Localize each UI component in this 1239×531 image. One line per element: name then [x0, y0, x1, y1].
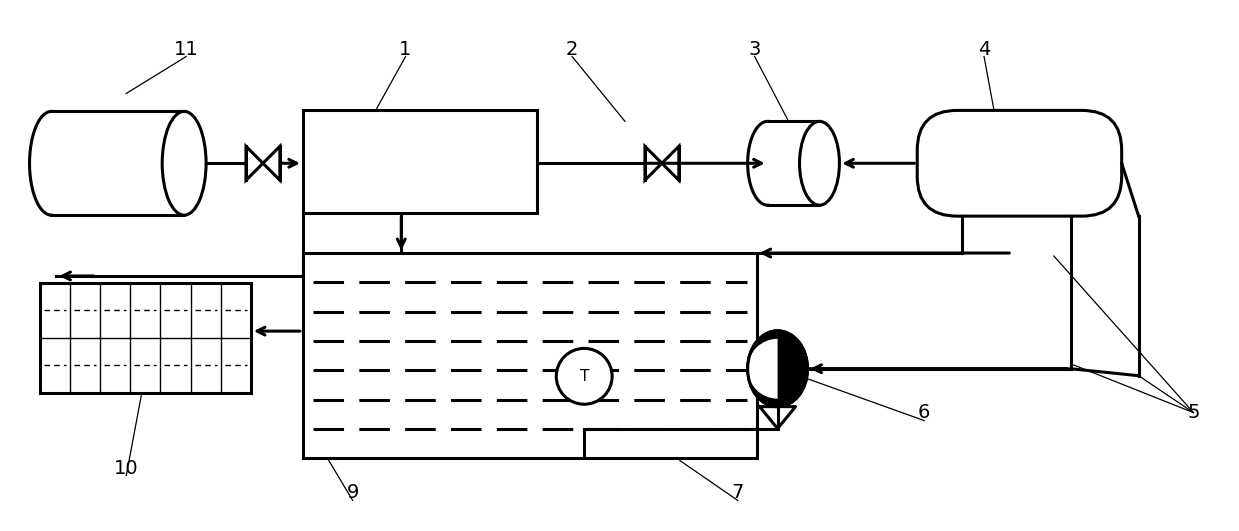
Text: 6: 6: [918, 403, 930, 422]
Bar: [302, 110, 538, 213]
Text: T: T: [580, 369, 589, 384]
Circle shape: [556, 348, 612, 404]
Text: 9: 9: [347, 483, 359, 502]
Text: 4: 4: [978, 40, 990, 59]
Bar: [302, 253, 757, 458]
Text: 2: 2: [566, 40, 579, 59]
FancyBboxPatch shape: [917, 110, 1121, 216]
Text: 11: 11: [173, 40, 198, 59]
Text: 10: 10: [114, 459, 139, 478]
Text: 5: 5: [1187, 403, 1199, 422]
Text: 3: 3: [748, 40, 761, 59]
Bar: [40, 283, 252, 392]
Text: 7: 7: [731, 483, 743, 502]
Wedge shape: [747, 339, 778, 399]
Text: 1: 1: [399, 40, 411, 59]
Ellipse shape: [747, 331, 808, 407]
